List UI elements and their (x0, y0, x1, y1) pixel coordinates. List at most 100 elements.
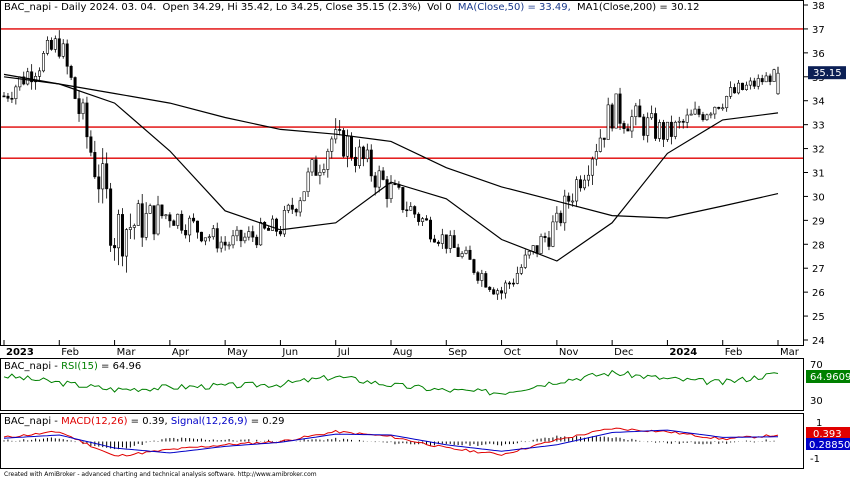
candle-body (452, 235, 456, 248)
candle-body (274, 218, 278, 232)
candle-body (271, 218, 275, 231)
candle-body (428, 219, 432, 240)
candle-body (128, 227, 132, 230)
candle-body (172, 220, 176, 226)
month-label: Nov (559, 347, 579, 358)
candle-body (353, 156, 357, 166)
macd-panel-title: BAC_napi - MACD(12,26) = 0.39, Signal(12… (4, 416, 285, 427)
candle-body (539, 236, 543, 254)
candle-body (61, 43, 65, 57)
candle-body (744, 84, 748, 90)
candle-body (30, 71, 34, 83)
candle-body (709, 113, 713, 116)
candle-body (484, 273, 488, 288)
candle-body (606, 104, 610, 140)
candle-body (346, 135, 350, 157)
candle-body (255, 236, 259, 246)
macd-panel-frame (0, 413, 804, 469)
rsi-panel-title: BAC_napi - RSI(15) = 64.96 (4, 361, 141, 372)
candle-body (725, 95, 729, 109)
candle-body (752, 80, 756, 87)
candle-body (219, 241, 223, 249)
candle-body (634, 105, 638, 118)
month-label: May (227, 347, 248, 358)
month-label: Feb (725, 347, 743, 358)
candle-body (515, 273, 519, 284)
candle-body (207, 236, 211, 239)
candle-body (598, 137, 602, 152)
candle-body (563, 195, 567, 224)
candle-body (559, 212, 563, 224)
signal-value-label: 0.288509 (806, 438, 850, 451)
candle-body (480, 273, 484, 281)
candle-body (579, 179, 583, 189)
candle-body (733, 87, 737, 94)
candle-body (302, 191, 306, 202)
candle-body (681, 120, 685, 123)
candle-body (211, 228, 215, 238)
candle-body (101, 163, 105, 190)
candle-body (413, 206, 417, 215)
candle-body (188, 217, 192, 236)
candle-body (661, 122, 665, 140)
candle-body (425, 218, 429, 221)
candle-body (748, 80, 752, 86)
candle-body (109, 188, 113, 246)
candle-body (120, 214, 124, 257)
rsi-tick-70: 70 (810, 360, 823, 371)
candle-body (14, 86, 18, 99)
price-tick-label: 27 (812, 264, 825, 275)
candle-body (642, 116, 646, 136)
candle-body (618, 93, 622, 124)
candle-body (350, 135, 354, 158)
candle-body (361, 146, 365, 160)
candle-body (460, 253, 464, 257)
candle-body (298, 200, 302, 213)
candle-body (286, 204, 290, 211)
candle-body (650, 113, 654, 119)
candle-body (768, 75, 772, 82)
candle-body (113, 245, 117, 249)
candle-body (389, 183, 393, 200)
candle-body (665, 121, 669, 140)
candle-body (6, 95, 10, 99)
price-panel-frame (0, 0, 804, 346)
candle-body (38, 70, 42, 77)
candle-body (148, 205, 152, 214)
candle-body (338, 129, 342, 131)
candle-body (697, 108, 701, 115)
candle-body (440, 234, 444, 244)
candle-body (622, 123, 626, 129)
candle-body (689, 113, 693, 116)
candle-body (575, 179, 579, 202)
candle-body (318, 171, 322, 176)
candle-body (105, 163, 109, 190)
month-label: Mar (780, 347, 800, 358)
month-label: Jul (337, 347, 350, 358)
candle-body (547, 237, 551, 247)
candle-body (377, 170, 381, 188)
candle-body (626, 128, 630, 132)
candle-body (586, 174, 590, 181)
candle-body (69, 65, 73, 78)
candle-body (192, 217, 196, 222)
candle-body (705, 114, 709, 121)
price-tick-label: 26 (812, 288, 825, 299)
candle-body (322, 169, 326, 173)
candle-body (646, 117, 650, 136)
candle-body (729, 87, 733, 97)
candle-body (156, 204, 160, 235)
rsi-series (3, 369, 779, 396)
price-tick-label: 32 (812, 145, 825, 156)
candle-body (401, 187, 405, 211)
price-tick-label: 31 (812, 169, 825, 180)
candle-body (251, 231, 255, 238)
resistance-levels (1, 28, 803, 159)
candle-body (590, 158, 594, 176)
candle-body (282, 210, 286, 235)
candle-body (231, 235, 235, 246)
price-candles (2, 30, 780, 300)
candle-body (381, 170, 385, 180)
candle-body (764, 75, 768, 83)
